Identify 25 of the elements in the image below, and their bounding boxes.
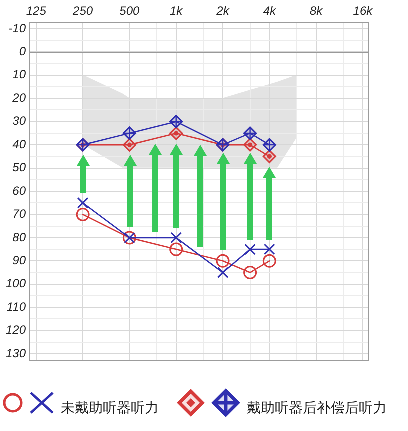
y-tick-label: 0 (19, 44, 26, 59)
y-tick-label: 120 (6, 323, 26, 338)
y-tick-label: -10 (8, 21, 26, 36)
y-tick-label: 80 (12, 230, 26, 244)
y-tick-label: 90 (12, 254, 26, 268)
x-tick-label: 2k (216, 4, 230, 18)
legend-label: 未戴助听器听力 (61, 400, 159, 417)
y-tick-label: 40 (12, 137, 26, 152)
x-tick-label: 16k (353, 4, 374, 18)
y-tick-label: 20 (12, 90, 26, 105)
y-tick-label: 110 (6, 300, 26, 314)
y-tick-label: 10 (12, 68, 26, 82)
x-tick-label: 1k (170, 4, 184, 18)
y-tick-label: 50 (12, 160, 26, 175)
y-tick-label: 70 (12, 207, 26, 222)
y-tick-label: 30 (12, 114, 26, 128)
legend-label: 戴助听器后补偿后听力 (247, 400, 387, 417)
y-tick-label: 100 (6, 276, 26, 291)
x-tick-label: 125 (26, 4, 47, 18)
y-tick-label: 130 (6, 346, 26, 360)
x-tick-label: 500 (120, 4, 140, 18)
x-tick-label: 8k (310, 4, 324, 18)
x-tick-label: 4k (263, 4, 277, 18)
y-tick-label: 60 (12, 184, 26, 198)
x-tick-label: 250 (72, 4, 94, 18)
